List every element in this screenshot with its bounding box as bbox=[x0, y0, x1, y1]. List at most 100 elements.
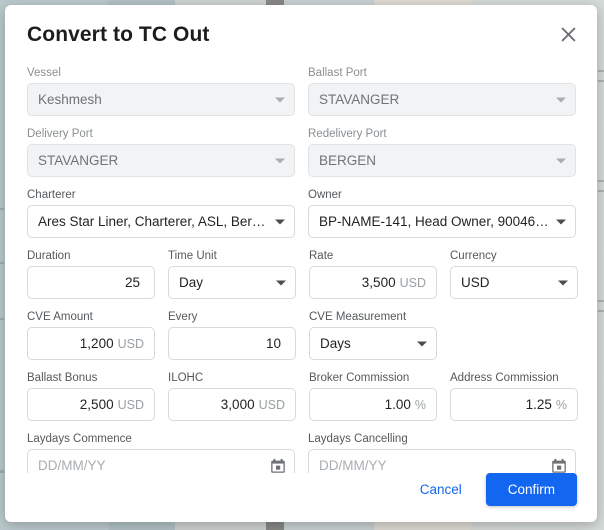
broker-commission-value: 1.00 bbox=[384, 397, 411, 412]
page-title: Convert to TC Out bbox=[27, 23, 210, 46]
laydays-commence-placeholder: DD/MM/YY bbox=[38, 458, 106, 473]
field-laydays-cancelling: Laydays Cancelling DD/MM/YY bbox=[308, 432, 576, 473]
field-label-vessel: Vessel bbox=[27, 67, 61, 79]
field-ilohc: ILOHC 3,000 USD bbox=[168, 371, 296, 421]
field-currency: Currency USD bbox=[450, 249, 578, 299]
delivery-port-select[interactable]: STAVANGER bbox=[27, 144, 295, 177]
address-commission-value: 1.25 bbox=[525, 397, 552, 412]
vessel-select[interactable]: Keshmesh bbox=[27, 83, 295, 116]
chevron-down-icon bbox=[275, 158, 285, 163]
field-ballast-bonus: Ballast Bonus 2,500 USD bbox=[27, 371, 155, 421]
field-label-every: Every bbox=[168, 311, 198, 323]
field-rate: Rate 3,500 USD bbox=[309, 249, 437, 299]
field-label-time-unit: Time Unit bbox=[168, 250, 217, 262]
redelivery-port-value: BERGEN bbox=[319, 153, 377, 168]
every-value: 10 bbox=[265, 336, 281, 351]
owner-value: BP-NAME-141, Head Owner, 90046… bbox=[319, 214, 549, 229]
form-row-parties: Charterer Ares Star Liner, Charterer, AS… bbox=[27, 188, 576, 238]
chevron-down-icon bbox=[276, 280, 286, 285]
form-row-ports: Delivery Port STAVANGER Redelivery Port … bbox=[27, 127, 576, 177]
chevron-down-icon bbox=[417, 341, 427, 346]
chevron-down-icon bbox=[275, 219, 285, 224]
delivery-port-value: STAVANGER bbox=[38, 153, 119, 168]
field-label-laydays-commence: Laydays Commence bbox=[27, 433, 132, 445]
field-label-broker-commission: Broker Commission bbox=[309, 372, 410, 384]
currency-select[interactable]: USD bbox=[450, 266, 578, 299]
cancel-button[interactable]: Cancel bbox=[406, 473, 476, 506]
field-cve-amount: CVE Amount 1,200 USD bbox=[27, 310, 155, 360]
field-label-cve-amount: CVE Amount bbox=[27, 311, 93, 323]
chevron-down-icon bbox=[275, 97, 285, 102]
field-label-charterer: Charterer bbox=[27, 189, 76, 201]
field-cve-measurement: CVE Measurement Days bbox=[309, 310, 437, 360]
ballast-port-value: STAVANGER bbox=[319, 92, 400, 107]
ballast-port-select[interactable]: STAVANGER bbox=[308, 83, 576, 116]
field-broker-commission: Broker Commission 1.00 % bbox=[309, 371, 437, 421]
field-delivery-port: Delivery Port STAVANGER bbox=[27, 127, 295, 177]
vessel-value: Keshmesh bbox=[38, 92, 102, 107]
calendar-icon[interactable] bbox=[551, 458, 567, 474]
field-duration: Duration 25 bbox=[27, 249, 155, 299]
field-label-cve-measurement: CVE Measurement bbox=[309, 311, 407, 323]
ilohc-unit: USD bbox=[258, 398, 285, 412]
field-label-rate: Rate bbox=[309, 250, 334, 262]
chevron-down-icon bbox=[556, 158, 566, 163]
rate-unit: USD bbox=[399, 276, 426, 290]
redelivery-port-select[interactable]: BERGEN bbox=[308, 144, 576, 177]
field-label-redelivery-port: Redelivery Port bbox=[308, 128, 387, 140]
rate-value: 3,500 bbox=[361, 275, 396, 290]
field-label-ballast-port: Ballast Port bbox=[308, 67, 367, 79]
address-commission-input[interactable]: 1.25 % bbox=[450, 388, 578, 421]
laydays-commence-date-input[interactable]: DD/MM/YY bbox=[27, 449, 295, 473]
duration-value: 25 bbox=[124, 275, 140, 290]
laydays-cancelling-date-input[interactable]: DD/MM/YY bbox=[308, 449, 576, 473]
ballast-bonus-input[interactable]: 2,500 USD bbox=[27, 388, 155, 421]
field-label-delivery-port: Delivery Port bbox=[27, 128, 93, 140]
field-owner: Owner BP-NAME-141, Head Owner, 90046… bbox=[308, 188, 576, 238]
field-redelivery-port: Redelivery Port BERGEN bbox=[308, 127, 576, 177]
dialog-body: Vessel Keshmesh Ballast Port STAVANGER bbox=[5, 52, 597, 473]
field-label-ballast-bonus: Ballast Bonus bbox=[27, 372, 98, 384]
close-icon[interactable] bbox=[553, 19, 583, 49]
cve-amount-unit: USD bbox=[117, 337, 144, 351]
field-address-commission: Address Commission 1.25 % bbox=[450, 371, 578, 421]
field-label-address-commission: Address Commission bbox=[450, 372, 559, 384]
calendar-icon[interactable] bbox=[270, 458, 286, 474]
confirm-button[interactable]: Confirm bbox=[485, 473, 577, 506]
laydays-cancelling-placeholder: DD/MM/YY bbox=[319, 458, 387, 473]
ballast-bonus-unit: USD bbox=[117, 398, 144, 412]
form-row-laydays: Laydays Commence DD/MM/YY bbox=[27, 432, 576, 473]
form-row-commissions: Ballast Bonus 2,500 USD ILOHC 3,000 USD bbox=[27, 371, 578, 421]
field-label-currency: Currency bbox=[450, 250, 497, 262]
field-time-unit: Time Unit Day bbox=[168, 249, 296, 299]
address-commission-unit: % bbox=[555, 398, 567, 412]
owner-select[interactable]: BP-NAME-141, Head Owner, 90046… bbox=[308, 205, 576, 238]
ballast-bonus-value: 2,500 bbox=[79, 397, 114, 412]
field-laydays-commence: Laydays Commence DD/MM/YY bbox=[27, 432, 295, 473]
duration-input[interactable]: 25 bbox=[27, 266, 155, 299]
field-label-laydays-cancelling: Laydays Cancelling bbox=[308, 433, 408, 445]
ilohc-value: 3,000 bbox=[220, 397, 255, 412]
dialog-footer: Cancel Confirm bbox=[5, 473, 597, 522]
ilohc-input[interactable]: 3,000 USD bbox=[168, 388, 296, 421]
chevron-down-icon bbox=[558, 280, 568, 285]
field-label-owner: Owner bbox=[308, 189, 342, 201]
every-input[interactable]: 10 bbox=[168, 327, 296, 360]
dialog-header: Convert to TC Out bbox=[5, 5, 597, 52]
broker-commission-unit: % bbox=[414, 398, 426, 412]
form-row-duration: Duration 25 Time Unit Day bbox=[27, 249, 578, 299]
time-unit-select[interactable]: Day bbox=[168, 266, 296, 299]
form-row-cve: CVE Amount 1,200 USD Every 10 bbox=[27, 310, 575, 360]
chevron-down-icon bbox=[556, 219, 566, 224]
rate-input[interactable]: 3,500 USD bbox=[309, 266, 437, 299]
charterer-select[interactable]: Ares Star Liner, Charterer, ASL, Ber… bbox=[27, 205, 295, 238]
form-row-vessel: Vessel Keshmesh Ballast Port STAVANGER bbox=[27, 66, 576, 116]
broker-commission-input[interactable]: 1.00 % bbox=[309, 388, 437, 421]
cve-amount-input[interactable]: 1,200 USD bbox=[27, 327, 155, 360]
cve-measurement-select[interactable]: Days bbox=[309, 327, 437, 360]
field-every: Every 10 bbox=[168, 310, 296, 360]
cve-amount-value: 1,200 bbox=[79, 336, 114, 351]
charterer-value: Ares Star Liner, Charterer, ASL, Ber… bbox=[38, 214, 266, 229]
